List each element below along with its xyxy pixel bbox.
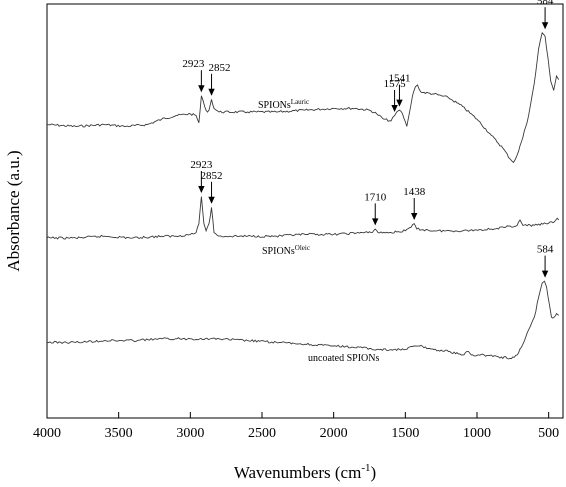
- annotation-label: 2852: [201, 170, 223, 182]
- x-tick-label: 4000: [33, 426, 61, 441]
- spectrum-labels: SPIONsLauric SPIONsOleic uncoated SPIONs: [258, 98, 379, 364]
- x-tick-label: 1500: [391, 426, 419, 441]
- x-axis-title-close: ): [371, 463, 377, 482]
- annotation-arrow-head: [198, 85, 205, 93]
- peak-annotation: 2923: [182, 58, 205, 93]
- peak-annotation: 2852: [208, 62, 231, 96]
- series-label-1: SPIONsOleic: [262, 244, 310, 257]
- annotation-arrow-head: [411, 213, 418, 220]
- peak-annotation: 1438: [403, 186, 426, 220]
- annotation-arrow-head: [541, 22, 549, 30]
- annotation-label: 584: [537, 0, 554, 7]
- annotation-arrow-head: [208, 88, 215, 96]
- x-tick-label: 2000: [320, 426, 348, 441]
- annotation-label: 2923: [190, 159, 213, 171]
- peak-annotation: 2852: [201, 170, 223, 204]
- annotation-label: 1710: [364, 191, 387, 203]
- x-tick-label: 1000: [463, 426, 491, 441]
- peak-annotation: 1710: [364, 191, 387, 226]
- series-label-2: uncoated SPIONs: [308, 353, 379, 364]
- x-tick-label: 3000: [176, 426, 204, 441]
- annotation-label: 2852: [209, 62, 231, 74]
- series-label-0: SPIONsLauric: [258, 98, 309, 111]
- spectrum-line-2: [46, 280, 559, 360]
- x-tick-label: 500: [538, 426, 559, 441]
- annotation-arrow-head: [541, 270, 549, 278]
- peak-annotation: 1541: [388, 73, 410, 107]
- annotation-arrow-head: [396, 99, 403, 107]
- annotation-label: 1575: [384, 78, 407, 90]
- annotation-arrow-head: [208, 196, 215, 204]
- annotation-label: 2923: [182, 58, 205, 70]
- peak-annotation: 1575: [384, 78, 407, 112]
- x-axis-title-main: Wavenumbers (cm: [234, 463, 362, 482]
- annotation-label: 584: [537, 244, 554, 256]
- y-axis-title: Absorbance (a.u.): [4, 150, 23, 271]
- annotation-label: 1541: [388, 73, 410, 85]
- x-axis-title: Wavenumbers (cm-1): [234, 462, 376, 482]
- spectrum-line-1: [46, 196, 560, 240]
- annotation-arrow-head: [372, 218, 379, 226]
- spectrum-line-0: [46, 31, 560, 164]
- annotation-arrow-head: [198, 186, 205, 193]
- peak-annotation: 584: [537, 244, 554, 278]
- x-axis-title-sup: -1: [361, 462, 370, 474]
- x-tick-label: 3500: [105, 426, 133, 441]
- peak-annotation: 584: [537, 0, 554, 30]
- x-tick-label: 2500: [248, 426, 276, 441]
- spectra-lines: [46, 31, 560, 360]
- plot-frame: [46, 3, 564, 419]
- peak-annotation: 2923: [190, 159, 213, 193]
- x-axis-ticks: 4000 3500 3000 2500 2000 1500 1000 500: [33, 412, 559, 441]
- annotation-label: 1438: [403, 186, 426, 198]
- annotation-arrow-head: [391, 105, 398, 112]
